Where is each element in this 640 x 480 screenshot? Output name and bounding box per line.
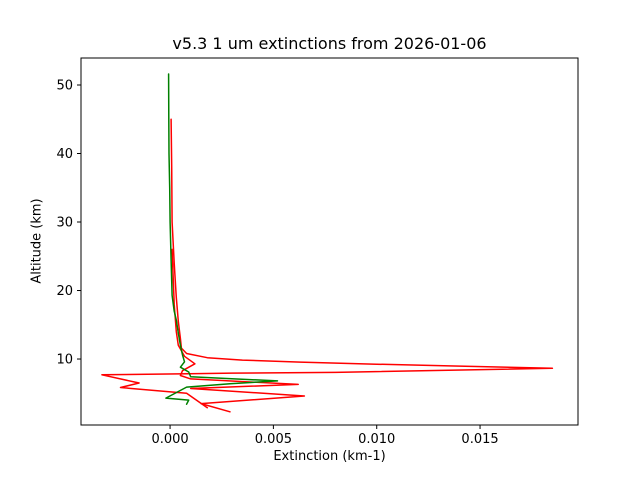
- series-red-extinction-profile-2: [171, 248, 306, 413]
- y-tick-label: 10: [56, 353, 73, 368]
- plot-frame: [80, 57, 579, 426]
- x-axis-label: Extinction (km-1): [273, 449, 386, 464]
- series-red-extinction-profile-1: [101, 118, 554, 409]
- y-tick-label: 50: [56, 78, 73, 93]
- x-tick-label: 0.010: [358, 432, 395, 447]
- y-axis-label: Altitude (km): [29, 198, 45, 284]
- y-tick-label: 40: [56, 147, 73, 162]
- series-green-extinction-profile: [165, 73, 279, 405]
- x-tick-label: 0.000: [151, 432, 188, 447]
- y-tick-label: 30: [56, 216, 73, 231]
- x-tick-label: 0.015: [461, 432, 498, 447]
- x-tick-label: 0.005: [255, 432, 292, 447]
- chart-title: v5.3 1 um extinctions from 2026-01-06: [172, 34, 487, 53]
- y-tick-label: 20: [56, 284, 73, 299]
